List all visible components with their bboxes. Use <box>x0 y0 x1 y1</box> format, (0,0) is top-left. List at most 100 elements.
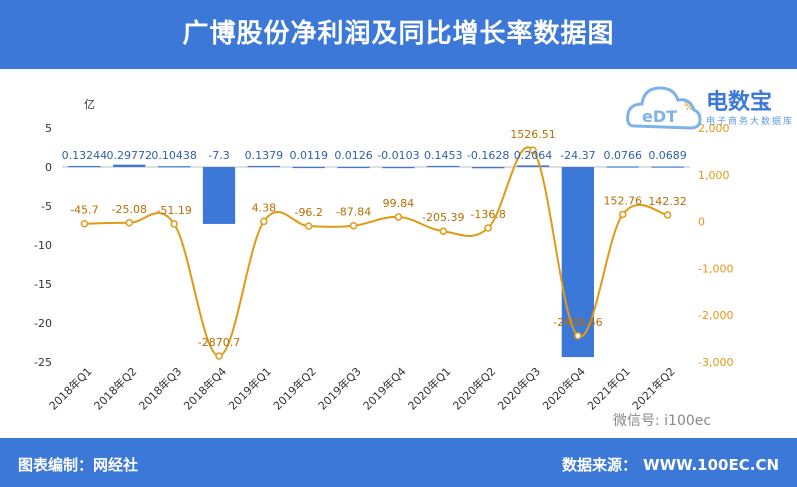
growth-rate-point <box>663 211 672 219</box>
growth-rate-point <box>260 217 268 226</box>
growth-rate-point <box>394 213 403 221</box>
y-left-tick-label: 0 <box>45 161 52 174</box>
wechat-watermark: 微信号: i100ec <box>613 413 712 429</box>
bar-value-label: 0.2064 <box>514 149 553 162</box>
x-tick-label: 2020年Q1 <box>405 364 454 413</box>
bar <box>337 166 370 169</box>
x-tick-label: 2020年Q3 <box>495 364 544 413</box>
growth-rate-point <box>80 219 89 228</box>
line-value-label: -87.84 <box>336 206 371 219</box>
line-value-label: -96.2 <box>294 206 322 219</box>
bar <box>68 165 101 168</box>
cloud-edt-logo-icon: eDT <box>626 86 702 130</box>
growth-rate-point <box>618 210 627 219</box>
svg-text:eDT: eDT <box>642 107 677 126</box>
bar <box>202 167 236 224</box>
x-tick-label: 2018年Q3 <box>136 364 185 413</box>
x-tick-label: 2020年Q2 <box>450 364 499 413</box>
line-value-label: 99.84 <box>383 197 415 210</box>
x-tick-label: 2019年Q1 <box>225 364 274 413</box>
growth-rate-point <box>304 222 313 230</box>
growth-rate-point <box>529 146 537 154</box>
x-tick-label: 2019年Q2 <box>270 364 319 413</box>
line-value-label: -25.08 <box>112 203 147 216</box>
x-tick-label: 2021年Q1 <box>584 364 633 413</box>
bar-value-label: 0.0126 <box>334 149 373 162</box>
growth-rate-point <box>484 224 492 232</box>
y-right-tick-label: 2,000 <box>698 122 730 135</box>
bar-value-label: -24.37 <box>560 149 595 162</box>
footer-source-url: WWW.100EC.CN <box>643 456 779 474</box>
line-value-label: 1526.51 <box>510 128 556 141</box>
bar-value-label: 0.10438 <box>151 149 197 162</box>
bar <box>471 167 505 169</box>
y-left-tick-label: 5 <box>45 122 52 135</box>
line-value-label: 152.76 <box>603 194 642 207</box>
y-left-unit: 亿 <box>84 98 95 111</box>
footer-source: 数据来源： WWW.100EC.CN <box>562 454 779 475</box>
x-tick-label: 2020年Q4 <box>539 364 588 413</box>
bar-value-label: 0.0766 <box>603 149 642 162</box>
bar <box>247 165 281 168</box>
line-value-label: -2439.56 <box>553 316 602 329</box>
bar <box>157 166 191 168</box>
line-value-label: -51.19 <box>156 204 191 217</box>
growth-rate-point <box>574 332 582 340</box>
bar <box>651 166 684 168</box>
line-value-label: 142.32 <box>648 195 687 208</box>
growth-rate-point <box>439 227 448 235</box>
line-value-label: -2870.7 <box>198 336 240 349</box>
logo-text: 电数宝 <box>706 90 773 115</box>
bar <box>427 165 460 168</box>
growth-rate-point <box>125 219 134 227</box>
growth-rate-point <box>349 221 358 230</box>
bar-value-label: 0.1379 <box>245 149 284 162</box>
y-right-tick-label: -1,000 <box>698 262 733 275</box>
x-tick-label: 2019年Q4 <box>360 364 409 413</box>
growth-rate-point <box>215 352 223 360</box>
bar-value-label: -0.1628 <box>467 149 509 162</box>
line-value-label: -45.7 <box>70 204 98 217</box>
bar <box>516 165 550 167</box>
data-labels-group: 0.13244 0.29772 0.10438 -7.3 0.1379 0.0119 0.0… <box>62 128 687 349</box>
growth-rate-point <box>170 220 178 228</box>
x-tick-label: 2018年Q2 <box>91 364 140 413</box>
bar-value-label: 0.0689 <box>648 149 687 162</box>
y-left-tick-label: -25 <box>34 356 52 369</box>
x-tick-label: 2018年Q1 <box>46 364 95 413</box>
y-left-tick-label: -10 <box>34 239 52 252</box>
line-value-label: 4.38 <box>252 201 277 214</box>
header-bar: 广博股份净利润及同比增长率数据图 <box>0 0 797 69</box>
axes-group: 5 0 -5 -10 -15 -20 -25 亿 2,000 1,000 0 -1,000 -2,000… <box>34 98 733 413</box>
bar <box>382 167 415 169</box>
line-value-label: -205.39 <box>422 211 464 224</box>
line-group <box>80 146 672 360</box>
y-left-tick-label: -5 <box>41 200 52 213</box>
footer-bar: 图表编制：网经社 数据来源： WWW.100EC.CN <box>0 438 797 487</box>
bar-value-label: 0.1453 <box>424 149 463 162</box>
bar-value-label: 0.13244 <box>62 149 108 162</box>
chart-title: 广博股份净利润及同比增长率数据图 <box>182 19 615 49</box>
y-left-tick-label: -20 <box>34 317 52 330</box>
y-right-tick-label: 1,000 <box>698 169 730 182</box>
y-right-tick-label: 0 <box>698 216 705 229</box>
x-tick-label: 2018年Q4 <box>181 364 230 413</box>
chart-canvas: 5 0 -5 -10 -15 -20 -25 亿 2,000 1,000 0 -1,000 -2,000… <box>34 98 733 413</box>
bar <box>606 166 639 168</box>
bar-value-label: 0.0119 <box>289 149 328 162</box>
footer-credit: 图表编制：网经社 <box>18 456 139 474</box>
bar <box>113 164 146 167</box>
x-tick-label: 2021年Q2 <box>629 364 678 413</box>
y-right-tick-label: -3,000 <box>698 356 733 369</box>
bar-value-label: -7.3 <box>208 149 229 162</box>
bar-value-label: 0.29772 <box>107 149 153 162</box>
bar <box>292 166 325 169</box>
y-right-tick-label: -2,000 <box>698 309 733 322</box>
footer-source-label: 数据来源： <box>562 456 638 474</box>
logo-subtext: 电子商务大数据库 <box>706 117 795 127</box>
line-value-label: -136.8 <box>470 208 505 221</box>
y-right-unit: % <box>684 100 694 113</box>
bar-value-label: -0.0103 <box>377 149 419 162</box>
y-left-tick-label: -15 <box>34 278 52 291</box>
